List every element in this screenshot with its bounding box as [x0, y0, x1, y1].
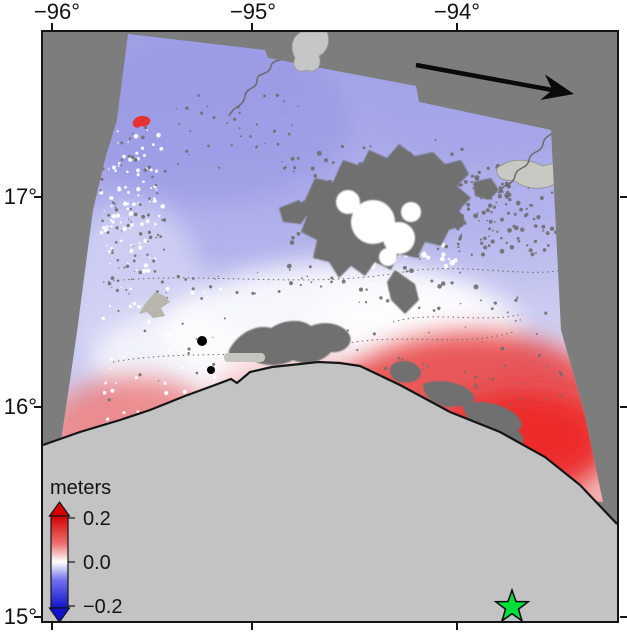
axis-tick [620, 196, 627, 198]
colorbar: meters 0.2 0.0 −0.2 [48, 477, 122, 621]
coastline [43, 360, 617, 525]
axis-tick [620, 616, 627, 618]
x-axis-label-94: −94° [433, 0, 481, 24]
y-axis-label-17: 17° [3, 184, 37, 209]
axis-tick [34, 616, 41, 618]
y-axis-label-15: 15° [3, 604, 37, 629]
axis-tick [456, 623, 458, 630]
colorbar-lower-arrow [48, 607, 71, 621]
axis-tick [34, 196, 41, 198]
colorbar-tick-label: 0.2 [83, 508, 111, 530]
map-canvas: meters 0.2 0.0 −0.2 [43, 32, 617, 621]
city-dot [207, 366, 215, 374]
colorbar-ticks [68, 517, 75, 607]
map-frame: meters 0.2 0.0 −0.2 [41, 30, 619, 623]
axis-tick [456, 23, 458, 30]
x-axis-label-96: −96° [33, 0, 81, 24]
red-anomaly [132, 115, 151, 128]
top-lagoon [291, 32, 329, 72]
colorbar-title: meters [50, 477, 111, 499]
axis-tick [34, 406, 41, 408]
colorbar-tick-label: −0.2 [83, 596, 122, 618]
snow-holes [336, 190, 421, 266]
axis-tick [620, 406, 627, 408]
y-axis-label-16: 16° [3, 394, 37, 419]
axis-tick [251, 23, 253, 30]
axis-tick [51, 23, 53, 30]
axis-tick [251, 623, 253, 630]
direction-arrow [415, 62, 574, 100]
x-axis-label-95: −95° [229, 0, 277, 24]
coastal-lagoons [224, 320, 524, 447]
axis-tick [51, 623, 53, 630]
colorbar-tick-label: 0.0 [83, 552, 111, 574]
ocean [43, 362, 617, 621]
colorbar-gradient [50, 515, 69, 609]
city-dot [197, 336, 207, 346]
epicenter-star [493, 587, 531, 621]
lake-patch [139, 292, 170, 318]
